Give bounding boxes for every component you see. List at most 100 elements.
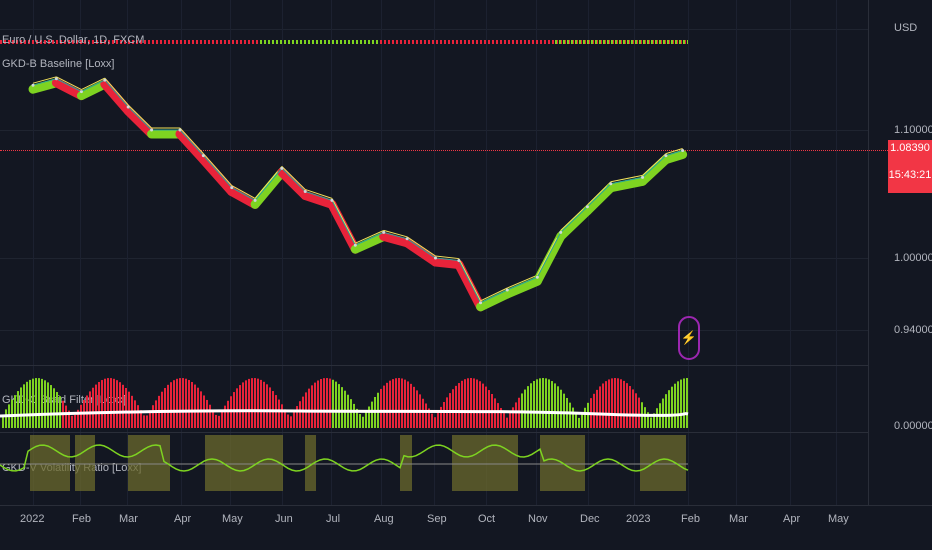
pane-separator[interactable] xyxy=(0,432,868,433)
braid-bar xyxy=(470,378,472,428)
braid-bar xyxy=(488,390,490,428)
braid-bar xyxy=(581,412,583,428)
braid-bar xyxy=(206,399,208,428)
price-point xyxy=(280,166,284,170)
braid-bar xyxy=(407,381,409,428)
braid-bar xyxy=(536,379,538,428)
time-axis-label: Jul xyxy=(326,513,341,525)
price-axis[interactable] xyxy=(868,0,932,505)
braid-bar xyxy=(578,417,580,428)
baseline-segment xyxy=(402,238,440,267)
envelope-segment xyxy=(406,236,436,257)
time-axis-label: Oct xyxy=(478,513,496,525)
braid-bar xyxy=(674,383,676,428)
pane-separator[interactable] xyxy=(0,365,868,366)
braid-bar xyxy=(668,390,670,428)
braid-bar xyxy=(11,399,13,428)
braid-bar xyxy=(611,378,613,428)
braid-bar xyxy=(251,378,253,428)
braid-bar xyxy=(356,408,358,428)
braid-bar xyxy=(278,399,280,428)
braid-bar xyxy=(404,379,406,428)
signal-dot-strip-bull xyxy=(260,40,380,44)
braid-bar xyxy=(155,400,157,428)
braid-bar xyxy=(68,410,70,428)
price-point xyxy=(150,128,154,132)
braid-axis-tick: 0.00000 xyxy=(894,420,932,432)
braid-bar xyxy=(248,378,250,428)
braid-bar xyxy=(542,378,544,428)
braid-bar xyxy=(293,411,295,428)
braid-bar xyxy=(107,378,109,428)
braid-bar xyxy=(38,378,40,428)
baseline-segment xyxy=(556,206,592,241)
price-point xyxy=(201,154,205,158)
braid-bar xyxy=(599,386,601,428)
lightning-icon[interactable]: ⚡ xyxy=(678,316,700,360)
braid-bar xyxy=(185,378,187,428)
braid-bar xyxy=(110,378,112,428)
braid-bar xyxy=(509,412,511,428)
time-axis-border xyxy=(0,505,932,506)
braid-bar xyxy=(389,380,391,428)
braid-bar xyxy=(299,401,301,428)
braid-bar xyxy=(59,396,61,428)
braid-bar xyxy=(143,415,145,428)
price-point xyxy=(505,288,509,292)
braid-bar xyxy=(326,378,328,428)
price-point xyxy=(178,128,182,132)
braid-bar xyxy=(80,404,82,428)
time-axis-label: May xyxy=(828,513,849,525)
braid-bar xyxy=(137,405,139,428)
envelope-segment xyxy=(179,127,204,154)
time-axis-label: 2022 xyxy=(20,513,45,525)
braid-bar xyxy=(101,380,103,428)
time-axis-label: Dec xyxy=(580,513,600,525)
price-point xyxy=(126,105,130,109)
braid-bar xyxy=(425,403,427,428)
braid-bar xyxy=(266,384,268,428)
braid-bar xyxy=(476,379,478,428)
time-axis-label: Aug xyxy=(374,513,394,525)
braid-bar xyxy=(116,380,118,428)
braid-bar xyxy=(434,417,436,428)
braid-bar xyxy=(146,415,148,428)
braid-bar xyxy=(638,397,640,428)
braid-filter-pane[interactable] xyxy=(0,366,868,432)
symbol-title[interactable]: Euro / U.S. Dollar, 1D, FXCM xyxy=(2,34,145,46)
braid-bar xyxy=(23,384,25,428)
baseline-band xyxy=(28,76,688,312)
braid-bar xyxy=(533,380,535,428)
braid-bar xyxy=(149,410,151,428)
braid-bar xyxy=(344,390,346,428)
price-point xyxy=(457,259,461,263)
braid-bar xyxy=(626,383,628,428)
braid-bar xyxy=(443,402,445,428)
braid-bar xyxy=(437,412,439,428)
baseline-segment xyxy=(606,176,648,193)
braid-bar xyxy=(191,381,193,428)
braid-bar xyxy=(254,378,256,428)
braid-bar xyxy=(323,378,325,428)
braid-bar xyxy=(215,414,217,428)
braid-bar xyxy=(263,381,265,428)
price-point xyxy=(382,230,386,234)
braid-bar xyxy=(515,402,517,428)
braid-bar xyxy=(224,405,226,428)
price-tick: 0.94000 xyxy=(894,324,932,336)
braid-bar xyxy=(665,394,667,428)
price-chart[interactable] xyxy=(0,0,868,365)
baseline-segment xyxy=(51,78,86,101)
volatility-pane[interactable] xyxy=(0,433,868,505)
braid-bar xyxy=(584,407,586,428)
braid-bar xyxy=(170,382,172,428)
braid-bar xyxy=(167,384,169,428)
time-axis-label: Nov xyxy=(528,513,548,525)
braid-bar xyxy=(569,402,571,428)
braid-bar xyxy=(401,378,403,428)
braid-bar xyxy=(530,383,532,428)
envelope-segment xyxy=(458,258,482,302)
braid-bar xyxy=(362,416,364,428)
baseline-indicator-title[interactable]: GKD-B Baseline [Loxx] xyxy=(2,58,115,70)
braid-bar xyxy=(563,393,565,428)
